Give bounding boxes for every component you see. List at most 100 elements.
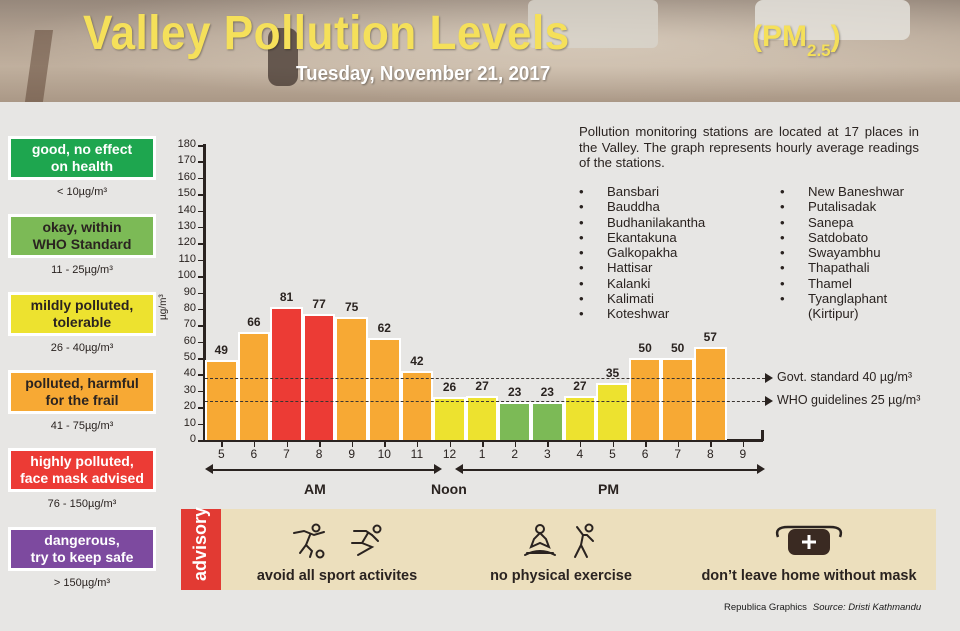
bar <box>368 338 401 440</box>
x-tick-mark <box>710 442 712 447</box>
noon-label: Noon <box>431 481 467 497</box>
y-tick-mark <box>198 390 204 393</box>
x-tick-mark <box>612 442 614 447</box>
legend-range: 41 - 75µg/m³ <box>50 420 114 432</box>
am-period-line <box>210 469 435 471</box>
x-tick-label: 8 <box>706 447 714 461</box>
x-tick-label: 6 <box>641 447 649 461</box>
advisory-item-mask: don’t leave home without mask <box>689 521 929 584</box>
legend-range: 26 - 40µg/m³ <box>50 342 114 354</box>
legend-range: 11 - 25µg/m³ <box>51 264 113 276</box>
y-tick-label: 80 <box>183 301 196 314</box>
legend-color-box: polluted, harmful for the frail <box>8 370 156 414</box>
advisory-text: no physical exercise <box>490 568 632 584</box>
station-item: Kalanki <box>579 276 705 292</box>
y-tick-mark <box>198 161 204 163</box>
guide-label: WHO guidelines 25 µg/m³ <box>777 392 921 407</box>
y-tick-mark <box>198 226 204 229</box>
bar-value-label: 50 <box>638 341 652 356</box>
y-tick-label: 10 <box>183 416 196 429</box>
y-tick-label: 60 <box>183 334 196 347</box>
y-tick-label: 70 <box>183 318 196 331</box>
y-tick-label: 20 <box>183 400 196 413</box>
banner-photo-car <box>528 0 658 48</box>
x-tick-mark <box>384 442 386 447</box>
x-tick-label: 5 <box>609 447 616 461</box>
bar-value-label: 81 <box>279 290 294 305</box>
x-tick-label: 10 <box>377 447 391 461</box>
legend-range: < 10µg/m³ <box>56 186 108 198</box>
guide-arrow-icon <box>765 373 773 384</box>
station-item: Putalisadak <box>780 199 904 215</box>
legend-label: for the frail <box>45 392 119 408</box>
station-item: Galkopakha <box>579 245 705 261</box>
bar <box>433 397 466 440</box>
x-tick-mark <box>579 442 582 447</box>
legend-item: dangerous, try to keep safe > 150µg/m³ <box>8 527 156 589</box>
y-tick-label: 150 <box>177 187 196 200</box>
guide-label: Govt. standard 40 µg/m³ <box>777 369 913 384</box>
bar-value-label: 35 <box>605 365 620 380</box>
y-tick-label: 110 <box>178 252 196 265</box>
station-item: Tyanglaphant <box>780 291 904 307</box>
govt-standard-line <box>205 377 765 379</box>
y-tick-mark <box>198 259 204 262</box>
x-tick-label: 4 <box>576 447 584 461</box>
station-item: Thapathali <box>780 260 904 276</box>
y-tick-mark <box>198 341 204 344</box>
y-tick-mark <box>198 440 204 442</box>
x-tick-label: 2 <box>511 447 519 461</box>
x-tick-mark <box>253 442 256 447</box>
bar <box>205 359 238 440</box>
legend-range: 76 - 150µg/m³ <box>47 498 117 510</box>
y-tick-label: 160 <box>177 170 196 183</box>
station-item: Satdobato <box>780 230 904 246</box>
y-tick-mark <box>198 145 204 147</box>
station-item: (Kirtipur) <box>808 306 859 322</box>
station-item: Ekantakuna <box>579 230 705 246</box>
runner-icon <box>351 524 382 556</box>
bar-value-label: 75 <box>345 300 359 315</box>
station-list-2: New BaneshwarPutalisadakSanepaSatdobatoS… <box>780 184 904 322</box>
football-player-icon <box>293 523 325 559</box>
y-tick-mark <box>198 177 204 180</box>
y-tick-label: 40 <box>183 367 196 380</box>
legend-label: polluted, harmful <box>25 375 139 391</box>
x-tick-mark <box>286 442 288 447</box>
y-tick-mark <box>198 308 204 311</box>
pm-label: PM <box>598 481 619 497</box>
legend-color-box: mildly polluted, tolerable <box>8 292 156 336</box>
x-tick-mark <box>514 442 517 447</box>
station-item: Kalimati <box>579 291 705 307</box>
pm-period-line <box>460 469 758 471</box>
bar <box>400 371 434 440</box>
legend-color-box: highly polluted, face mask advised <box>8 448 156 492</box>
x-tick-label: 12 <box>442 447 457 461</box>
advisory-item-sport: avoid all sport activites <box>247 521 427 584</box>
y-tick-label: 0 <box>189 433 196 445</box>
header-banner: Valley Pollution Levels (PM2.5) Tuesday,… <box>0 0 960 102</box>
bar <box>302 313 336 440</box>
station-item: Swayambhu <box>780 245 904 261</box>
bar-value-label: 23 <box>540 385 554 400</box>
legend-color-box: good, no effect on health <box>8 136 156 180</box>
y-tick-label: 130 <box>177 219 196 232</box>
x-tick-label: 9 <box>739 447 747 461</box>
am-label: AM <box>304 481 326 497</box>
y-tick-mark <box>198 358 204 360</box>
advisory-text: don’t leave home without mask <box>701 568 917 584</box>
legend-label: dangerous, <box>44 532 120 548</box>
x-tick-mark <box>482 442 484 447</box>
x-tick-mark <box>221 442 223 447</box>
stretching-icon <box>574 523 594 558</box>
x-tick-label: 11 <box>410 447 424 461</box>
meditation-icon <box>524 524 556 556</box>
x-tick-label: 6 <box>250 447 258 461</box>
x-tick-mark <box>677 442 680 447</box>
bar-value-label: 62 <box>377 321 391 336</box>
legend-range: > 150µg/m³ <box>53 577 111 589</box>
bar <box>628 358 662 440</box>
bar <box>596 382 629 440</box>
bar <box>694 346 727 440</box>
x-tick-mark <box>547 442 549 447</box>
